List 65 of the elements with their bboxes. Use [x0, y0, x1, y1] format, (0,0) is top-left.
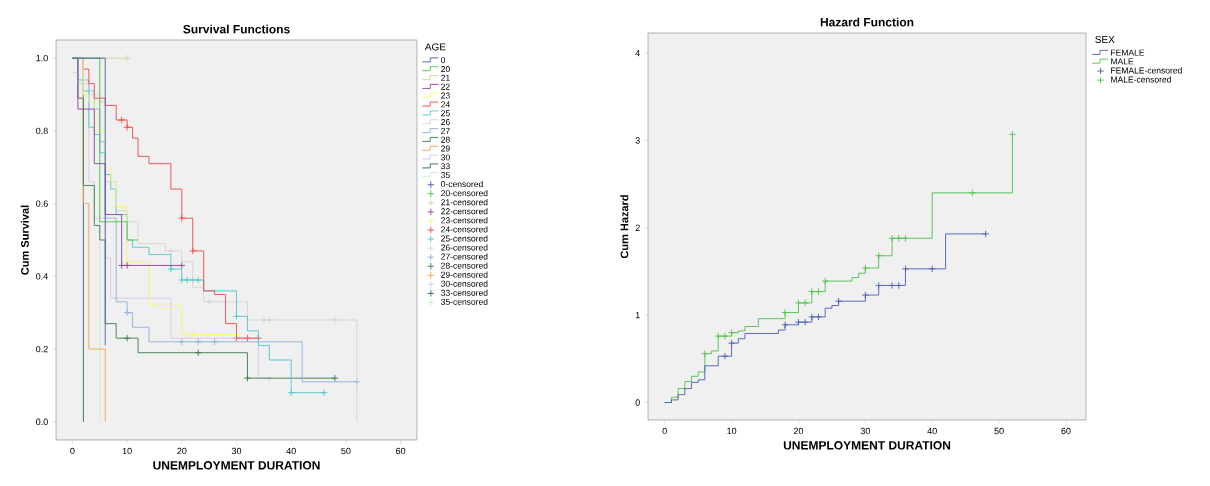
legend-label: 27: [441, 127, 450, 134]
y-tick-label: 0.0: [36, 418, 48, 425]
legend-label: 22-censored: [441, 208, 488, 215]
x-tick-label: 50: [341, 447, 351, 455]
legend-label: 24: [441, 101, 450, 108]
x-tick-label: 40: [927, 427, 937, 435]
legend-label: 35-censored: [441, 298, 488, 305]
legend-label: 25: [441, 110, 450, 117]
y-tick-label: 0.8: [36, 127, 48, 135]
x-tick-label: 20: [793, 427, 804, 435]
legend-label: 30: [441, 154, 450, 161]
legend-label: 29-censored: [441, 271, 488, 278]
y-tick-label: 2: [635, 224, 640, 231]
chart-title: Hazard Function: [820, 17, 914, 27]
y-tick-label: 0: [635, 399, 640, 406]
x-tick-label: 10: [727, 427, 737, 435]
legend-label: MALE: [1111, 58, 1134, 65]
legend-label: 23-censored: [441, 217, 488, 224]
legend-label: 20: [441, 66, 450, 73]
x-tick-label: 20: [177, 447, 187, 455]
y-tick-label: 0.2: [36, 345, 48, 353]
legend-label: FEMALE: [1111, 49, 1145, 56]
y-tick-label: 4: [635, 49, 640, 57]
x-tick-label: 60: [1061, 427, 1071, 435]
y-tick-label: 1.0: [36, 54, 48, 62]
legend-label: 27-censored: [441, 253, 488, 260]
legend-label: 0-censored: [441, 180, 483, 188]
y-tick-label: 0.6: [36, 200, 48, 207]
legend-label: 24-censored: [441, 226, 488, 233]
legend-label: 35: [441, 172, 450, 179]
legend-label: 28-censored: [441, 262, 488, 269]
x-tick-label: 0: [662, 427, 667, 435]
legend-label: 30-censored: [441, 280, 488, 287]
x-tick-label: 10: [122, 447, 132, 455]
x-tick-label: 30: [231, 447, 242, 455]
x-tick-label: 30: [860, 427, 870, 435]
legend-label: 29: [441, 145, 450, 152]
x-tick-label: 60: [396, 447, 406, 455]
y-tick-label: 0.4: [36, 273, 48, 280]
legend-label: 0: [441, 57, 446, 64]
legend-label: FEMALE-censored: [1111, 67, 1182, 74]
x-tick-label: 40: [286, 447, 296, 455]
legend-label: 33: [441, 163, 450, 170]
legend-label: MALE-censored: [1111, 76, 1171, 83]
y-axis-title: Cum Survival: [20, 205, 29, 275]
legend-label: 28: [441, 136, 450, 143]
legend-label: 22: [441, 83, 450, 90]
y-tick-label: 1: [635, 312, 640, 319]
x-tick-label: 50: [994, 427, 1004, 435]
chart-title: Survival Functions: [183, 24, 290, 34]
legend-label: 20-censored: [441, 189, 488, 197]
y-tick-label: 3: [635, 137, 640, 144]
x-axis-title: UNEMPLOYMENT DURATION: [153, 461, 320, 470]
legend-label: 26: [441, 119, 450, 126]
legend-label: 23: [441, 92, 450, 99]
legend-label: 25-censored: [441, 235, 488, 242]
y-axis-title: Cum Hazard: [620, 195, 629, 259]
x-tick-label: 0: [70, 447, 75, 455]
legend-title: SEX: [1095, 35, 1115, 43]
x-axis-title: UNEMPLOYMENT DURATION: [783, 441, 951, 450]
legend-title: AGE: [424, 43, 446, 51]
legend-label: 21: [441, 74, 450, 81]
legend-label: 26-censored: [441, 244, 488, 251]
legend-label: 21-censored: [441, 199, 488, 206]
legend-label: 33-censored: [441, 289, 488, 296]
